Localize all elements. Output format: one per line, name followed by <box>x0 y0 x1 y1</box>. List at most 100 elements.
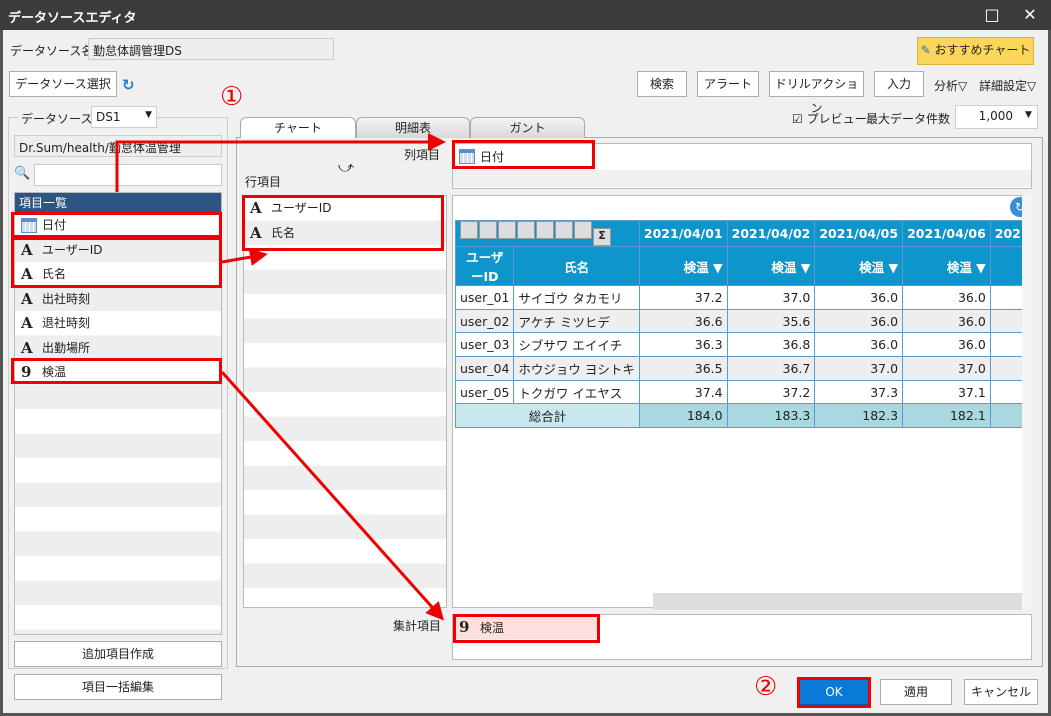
arrow-date <box>115 133 446 192</box>
search-button[interactable]: 検索 <box>637 71 687 97</box>
maximize-button[interactable]: □ <box>984 5 1000 24</box>
text-field-icon: A <box>21 265 33 283</box>
total-cell: 182.1 <box>902 403 991 429</box>
analysis-menu[interactable]: 分析▽ <box>934 79 968 93</box>
table-cell: 36.3 <box>638 332 728 358</box>
bulk-edit-button[interactable]: 項目一括編集 <box>14 674 222 700</box>
measure-header[interactable]: 検温 ▼ <box>638 246 728 286</box>
row-item[interactable]: A ユーザーID <box>244 196 446 221</box>
details-menu[interactable]: 詳細設定▽ <box>979 79 1037 93</box>
total-row: 総合計 184.0 183.3 182.3 182.1 <box>455 403 1022 429</box>
table-cell <box>989 379 1022 405</box>
table-cell: 36.5 <box>638 356 728 381</box>
measure-header[interactable]: 検 <box>989 246 1022 286</box>
grid-blue-icon[interactable] <box>498 221 516 239</box>
row-item[interactable]: A 氏名 <box>244 220 446 245</box>
ds-label: データソース <box>18 110 96 127</box>
format-icon[interactable] <box>555 221 573 239</box>
add-item-button[interactable]: 追加項目作成 <box>14 641 222 667</box>
measure-header[interactable]: 検温 ▼ <box>814 246 904 286</box>
table-cell: 35.6 <box>726 308 816 334</box>
table-row: user_05 トクガワ イエヤス 37.4 37.2 37.3 37.1 <box>455 379 1022 405</box>
column-scrollbar[interactable] <box>453 170 1031 187</box>
table-cell: 37.0 <box>726 285 816 310</box>
calendar-icon <box>459 149 475 164</box>
field-item[interactable]: A 退社時刻 <box>15 311 221 336</box>
input-button[interactable]: 入力 <box>874 71 924 97</box>
table-cell: user_05 <box>455 379 515 405</box>
ds-select[interactable]: DS1 ▼ <box>91 106 157 128</box>
column-item[interactable]: 日付 <box>453 144 1031 169</box>
date-header: 2021/04/02 <box>726 220 816 247</box>
table-cell: 36.0 <box>814 285 904 310</box>
swap-icon[interactable]: ⤻ <box>338 158 355 176</box>
table-cell: トクガワ イエヤス <box>513 379 640 405</box>
ds-name-label: データソース名 <box>10 44 94 58</box>
sum-row-icon[interactable] <box>517 221 535 239</box>
preview-vscrollbar[interactable] <box>1022 195 1032 608</box>
preview-table-wrap: Σ 2021/04/01 2021/04/02 2021/04/05 2021/04/0… <box>455 220 1022 429</box>
ds-select-button[interactable]: データソース選択 <box>9 71 117 97</box>
field-item[interactable]: 9 検温 <box>15 360 221 385</box>
apply-button[interactable]: 適用 <box>880 679 952 705</box>
table-cell: 37.1 <box>902 379 991 405</box>
text-field-icon: A <box>21 240 33 259</box>
highlight-agg-temp <box>453 614 600 643</box>
total-cell <box>989 403 1022 429</box>
table-row: user_02 アケチ ミツヒデ 36.6 35.6 36.0 36.0 <box>455 308 1022 334</box>
measure-header[interactable]: 検温 ▼ <box>726 246 816 286</box>
window-frame <box>0 30 1051 716</box>
arrow-agg <box>220 371 444 621</box>
alert-button[interactable]: アラート <box>697 71 759 97</box>
grid-red-icon[interactable] <box>479 221 497 239</box>
recommend-chart-button[interactable]: ✎ おすすめチャート <box>917 37 1034 65</box>
preview-checkbox[interactable]: ☑ プレビュー <box>792 112 867 126</box>
list-icon[interactable] <box>460 221 478 239</box>
close-button[interactable]: ✕ <box>1023 5 1037 24</box>
field-item[interactable]: A 氏名 <box>15 262 221 287</box>
ds-name-field[interactable]: 勤怠体調管理DS <box>88 38 334 60</box>
field-item[interactable]: A 出勤場所 <box>15 335 221 360</box>
numeric-field-icon: 9 <box>21 363 32 381</box>
preview-hscrollbar[interactable] <box>653 593 1022 610</box>
text-field-icon: A <box>250 223 262 242</box>
measure-header[interactable]: 検温 ▼ <box>902 246 991 286</box>
table-cell: 36.6 <box>638 308 728 334</box>
table-cell: シブサワ エイイチ <box>513 332 640 358</box>
max-rows-select[interactable]: 1,000 <box>955 105 1038 129</box>
row-header: 氏名 <box>513 246 640 286</box>
table-cell: 36.7 <box>726 356 816 381</box>
aggregate-items-label: 集計項目 <box>393 619 442 633</box>
sum-col-icon[interactable] <box>536 221 554 239</box>
table-cell: アケチ ミツヒデ <box>513 308 640 334</box>
sigma-icon[interactable]: Σ <box>593 228 611 246</box>
calendar-icon <box>21 217 37 233</box>
item-search-input[interactable] <box>34 164 222 186</box>
highlight-ok <box>797 677 871 708</box>
field-item[interactable]: 日付 <box>15 213 221 238</box>
table-cell <box>989 308 1022 334</box>
chevron-down-icon: ▼ <box>145 110 152 120</box>
tab-gantt[interactable]: ガント <box>470 117 585 138</box>
group-icon[interactable] <box>574 221 592 239</box>
total-cell: 182.3 <box>814 403 904 429</box>
cancel-button[interactable]: キャンセル <box>964 679 1038 705</box>
table-row: user_01 サイゴウ タカモリ 37.2 37.0 36.0 36.0 <box>455 285 1022 310</box>
field-item[interactable]: A 出社時刻 <box>15 286 221 311</box>
drill-action-button[interactable]: ドリルアクション <box>769 71 864 115</box>
pin-icon: ✎ <box>920 43 931 57</box>
item-list-header: 項目一覧 <box>15 193 221 213</box>
tab-chart[interactable]: チャート <box>240 117 356 138</box>
field-item[interactable]: A ユーザーID <box>15 237 221 262</box>
search-icon: 🔍 <box>14 166 31 181</box>
item-list: 項目一覧 日付 A ユーザーID A 氏名 A 出社時刻 A 退社時刻 A 出勤場所 9 検温 <box>14 192 222 635</box>
total-cell: 184.0 <box>638 403 728 429</box>
aggregate-item[interactable]: 9 検温 <box>453 615 597 639</box>
table-cell: 37.0 <box>902 356 991 381</box>
table-cell <box>989 332 1022 358</box>
tab-detail-table[interactable]: 明細表 <box>356 117 470 138</box>
refresh-icon[interactable]: ↻ <box>122 76 135 94</box>
table-cell: 36.0 <box>902 285 991 310</box>
preview-table: Σ 2021/04/01 2021/04/02 2021/04/05 2021/04/0… <box>455 220 1022 429</box>
